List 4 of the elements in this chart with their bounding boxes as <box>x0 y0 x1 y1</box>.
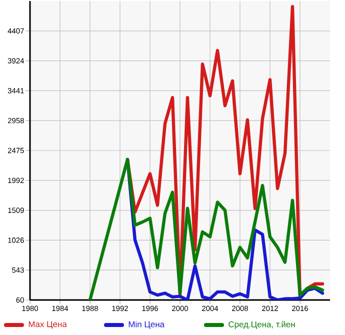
legend-label: Min Цена <box>128 321 165 329</box>
legend-label: Max Цена <box>28 321 67 329</box>
line-series <box>88 158 324 300</box>
legend-label: Сред.Цена, т.йен <box>228 320 295 330</box>
